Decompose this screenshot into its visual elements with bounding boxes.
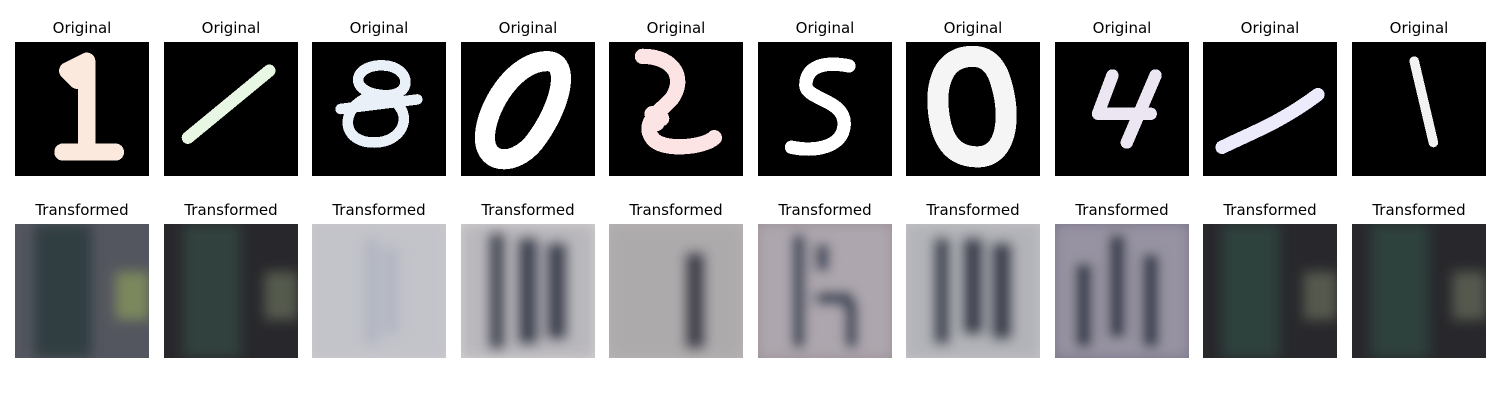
digit-stroke (1409, 56, 1439, 148)
original-image (15, 42, 149, 176)
original-caption: Original (646, 19, 706, 37)
digit-image (609, 42, 743, 176)
street-number-image (164, 224, 298, 358)
street-number-image (1352, 224, 1486, 358)
transformed-image (164, 224, 298, 358)
transformed-caption: Transformed (926, 201, 1020, 219)
digit-stroke (1091, 69, 1162, 149)
original-image (906, 42, 1040, 176)
digit-image (1055, 42, 1189, 176)
blurred-content (183, 224, 298, 358)
digit-stroke (927, 45, 1017, 168)
original-caption: Original (498, 19, 558, 37)
original-image (1203, 42, 1337, 176)
street-number-image (906, 224, 1040, 358)
blurred-content (758, 224, 892, 358)
street-number-image (461, 224, 595, 358)
transformed-caption: Transformed (1223, 201, 1317, 219)
transformed-caption: Transformed (629, 201, 723, 219)
original-image (1055, 42, 1189, 176)
digit-stroke (54, 52, 125, 161)
street-number-image (609, 224, 743, 358)
street-number-image (758, 224, 892, 358)
street-number-image (1055, 224, 1189, 358)
street-number-image (15, 224, 149, 358)
original-caption: Original (943, 19, 1003, 37)
digit-image (15, 42, 149, 176)
transformed-caption: Transformed (332, 201, 426, 219)
transformed-image (758, 224, 892, 358)
blurred-content (1055, 224, 1189, 358)
transformed-caption: Transformed (1075, 201, 1169, 219)
transformed-caption: Transformed (481, 201, 575, 219)
image-background (1203, 42, 1337, 176)
digit-stroke (784, 57, 856, 156)
transformed-caption: Transformed (35, 201, 129, 219)
digit-image (1352, 42, 1486, 176)
digit-image (312, 42, 446, 176)
transformed-image (1352, 224, 1486, 358)
original-caption: Original (1240, 19, 1300, 37)
blurred-content (609, 224, 743, 358)
original-caption: Original (52, 19, 112, 37)
blurred-content (461, 224, 595, 358)
original-caption: Original (1389, 19, 1449, 37)
original-caption: Original (201, 19, 261, 37)
original-caption: Original (349, 19, 409, 37)
blurred-content (34, 224, 149, 358)
original-image (164, 42, 298, 176)
transformed-image (15, 224, 149, 358)
original-image (1352, 42, 1486, 176)
street-number-image (1203, 224, 1337, 358)
blurred-content (906, 224, 1040, 358)
original-image (312, 42, 446, 176)
digit-stroke (474, 51, 571, 170)
transformed-caption: Transformed (184, 201, 278, 219)
original-image (609, 42, 743, 176)
transformed-image (906, 224, 1040, 358)
blurred-content (1222, 224, 1337, 358)
transformed-image (609, 224, 743, 358)
original-image (758, 42, 892, 176)
original-caption: Original (795, 19, 855, 37)
digit-image (461, 42, 595, 176)
transformed-image (1055, 224, 1189, 358)
transformed-caption: Transformed (778, 201, 872, 219)
digit-image (758, 42, 892, 176)
digit-image (906, 42, 1040, 176)
transformed-caption: Transformed (1372, 201, 1466, 219)
digit-stroke (634, 48, 722, 155)
digit-image (164, 42, 298, 176)
digit-stroke (335, 60, 423, 148)
blurred-content (1371, 224, 1486, 358)
transformed-image (461, 224, 595, 358)
street-number-image (312, 224, 446, 358)
digit-stroke (1215, 87, 1325, 154)
digit-stroke (181, 64, 276, 144)
transformed-image (312, 224, 446, 358)
digit-image (1203, 42, 1337, 176)
original-image (461, 42, 595, 176)
original-caption: Original (1092, 19, 1152, 37)
blurred-content (312, 224, 446, 358)
transformed-image (1203, 224, 1337, 358)
